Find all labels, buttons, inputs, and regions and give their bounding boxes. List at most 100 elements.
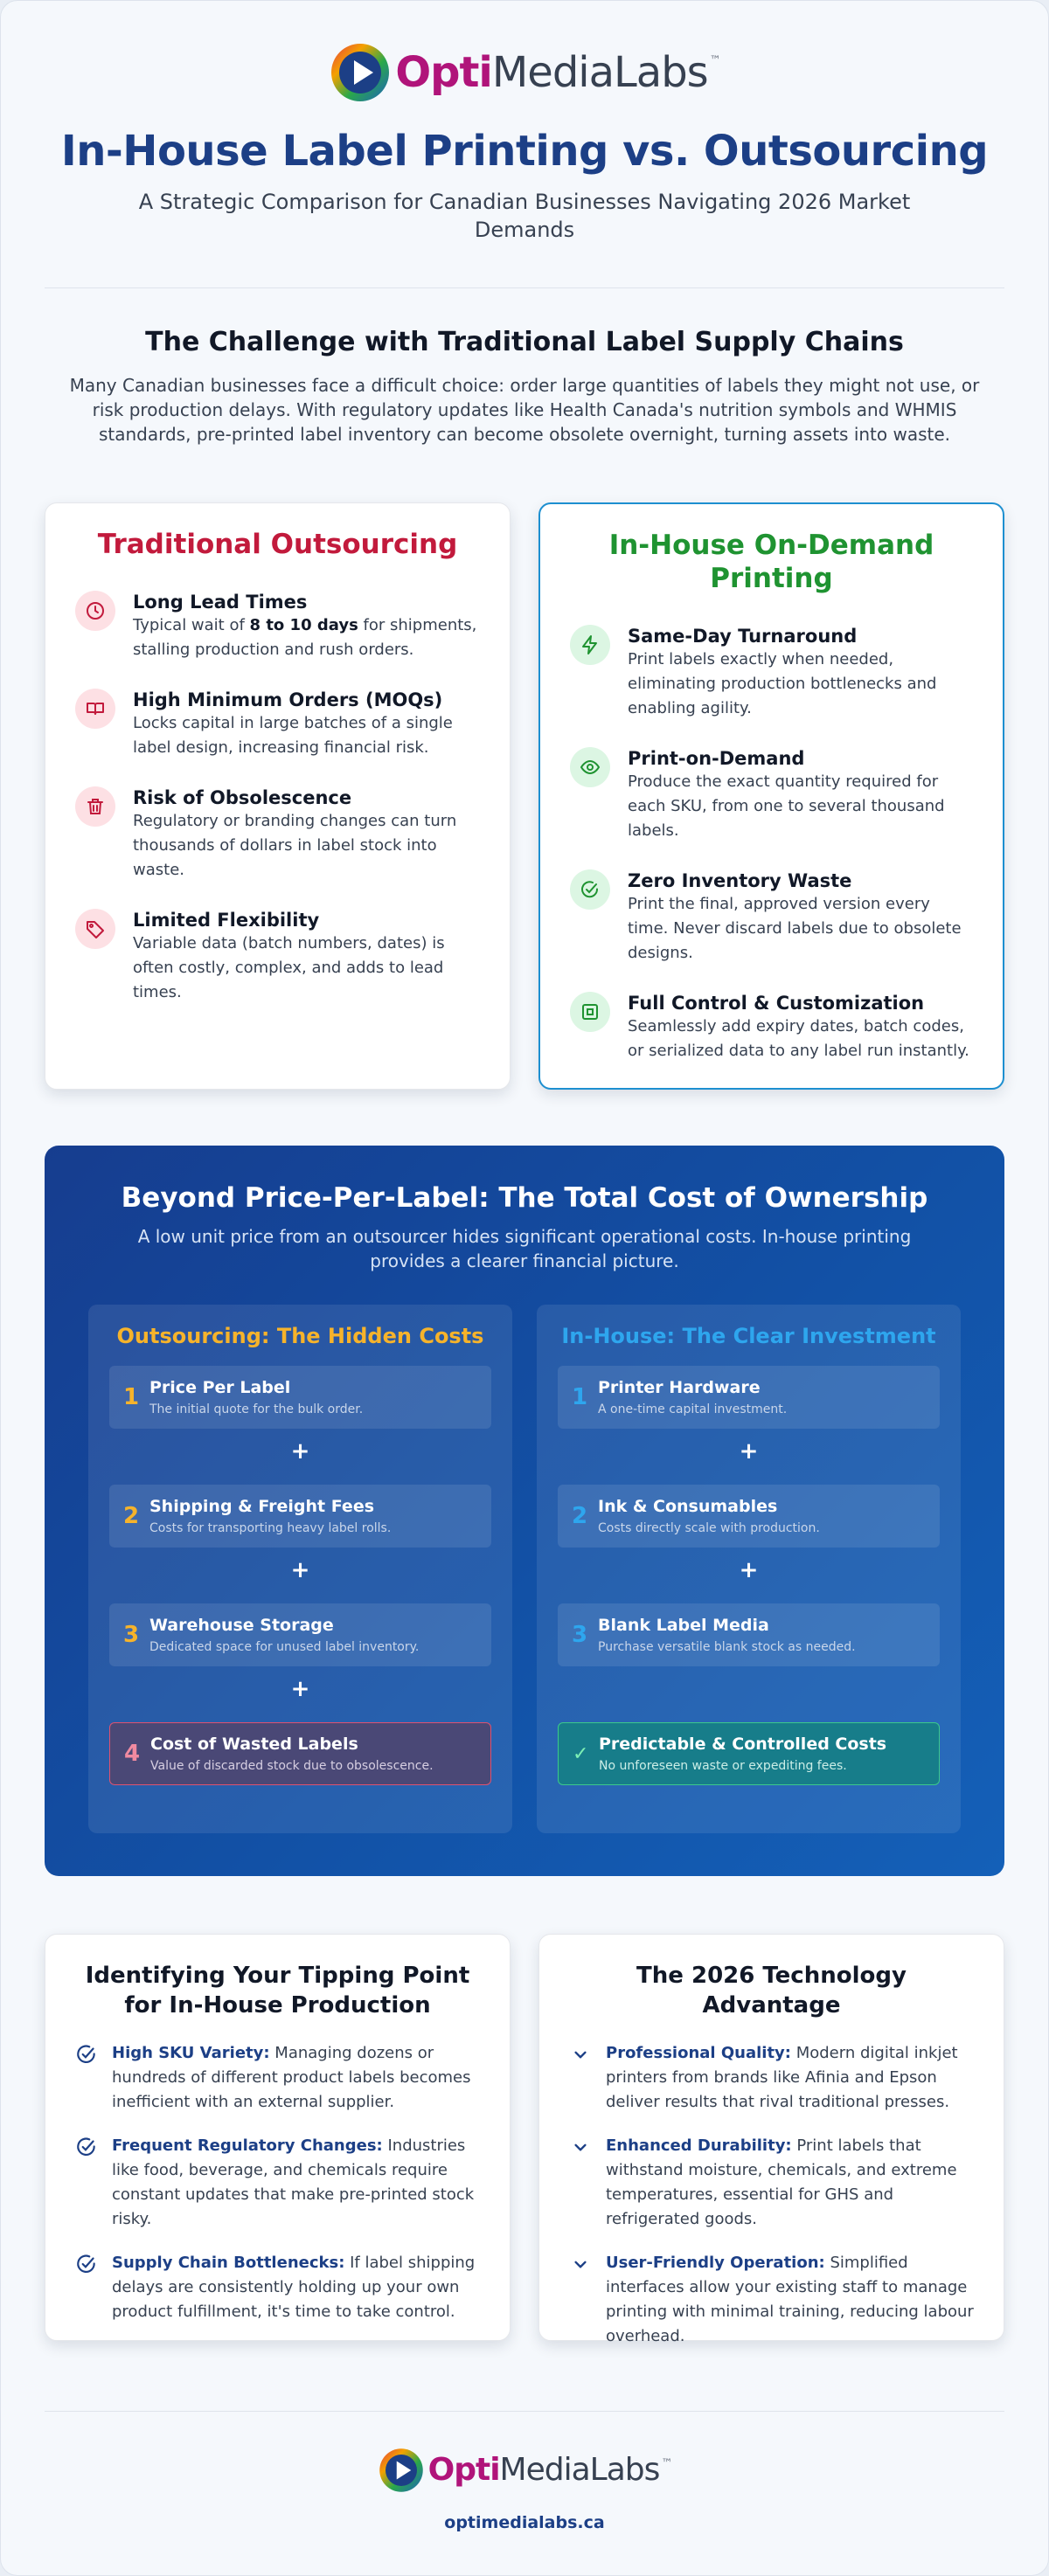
tco-subtitle: A low unit price from an outsourcer hide… [137,1226,912,1271]
check-circle-icon [75,2253,98,2275]
feature-title: Long Lead Times [133,592,308,613]
book-icon [75,689,115,729]
step-title: Predictable & Controlled Costs [599,1735,887,1754]
plus-sign: + [739,1438,759,1465]
cost-step: 2 Shipping & Freight Fees Costs for tran… [109,1485,491,1548]
feature-item: High Minimum Orders (MOQs) Locks capital… [75,689,480,760]
feature-title: Limited Flexibility [133,910,320,931]
step-desc: Costs directly scale with production. [598,1521,820,1535]
checkmark-icon: ✓ [573,1742,589,1765]
inhouse-title: In-House On-Demand Printing [608,530,934,594]
tco-title: Beyond Price-Per-Label: The Total Cost o… [121,1182,928,1214]
step-number: 2 [572,1503,588,1529]
footer-divider [45,2411,1004,2412]
bottom-section: Identifying Your Tipping Point for In-Ho… [45,1934,1004,2345]
feature-title: Same-Day Turnaround [628,626,858,647]
play-logo-icon [379,2448,423,2492]
tag-icon [75,909,115,949]
brand-wordmark: OptiMediaLabs ™ [395,52,721,93]
brand-tm: ™ [709,54,721,67]
challenge-text: Many Canadian businesses face a difficul… [69,375,980,445]
step-desc: Dedicated space for unused label invento… [149,1640,420,1654]
feature-item: Full Control & Customization Seamlessly … [570,992,973,1063]
feature-title: High Minimum Orders (MOQs) [133,689,443,710]
feature-desc: Produce the exact quantity required for … [628,772,945,840]
tech-text: Enhanced Durability: Print labels that w… [606,2136,957,2228]
brand-opti: Opti [395,48,493,97]
step-title: Printer Hardware [598,1378,761,1397]
outsourcing-card: Traditional Outsourcing Long Lead Times … [45,502,511,1090]
brand-opti: Opti [427,2452,501,2488]
outsourcing-title: Traditional Outsourcing [97,529,458,560]
tco-columns: Outsourcing: The Hidden Costs 1 Price Pe… [88,1305,961,1833]
feature-desc: Locks capital in large batches of a sing… [133,714,453,757]
feature-desc: Typical wait of 8 to 10 days for shipmen… [133,616,477,659]
clock-icon [75,591,115,631]
step-title: Warehouse Storage [149,1616,334,1635]
trash-icon [75,786,115,827]
feature-item: Risk of Obsolescence Regulatory or brand… [75,786,480,883]
feature-title: Zero Inventory Waste [628,870,852,891]
chevron-down-icon [569,2136,592,2158]
play-logo-icon [331,44,390,101]
step-number: 1 [572,1384,588,1410]
page-title: In-House Label Printing vs. Outsourcing [60,127,989,176]
tipping-item: Frequent Regulatory Changes: Industries … [75,2134,480,2232]
step-number: 1 [123,1384,140,1410]
feature-item: Same-Day Turnaround Print labels exactly… [570,625,973,721]
brand-rest: MediaLabs [491,48,709,97]
feature-item: Limited Flexibility Variable data (batch… [75,909,480,1005]
square-target-icon [570,992,610,1032]
lightning-icon [570,625,610,665]
feature-desc: Variable data (batch numbers, dates) is … [133,934,445,1001]
cost-step: 3 Blank Label Media Purchase versatile b… [558,1603,940,1666]
brand-wordmark: OptiMediaLabs ™ [427,2452,673,2488]
controlled-cost-step: ✓ Predictable & Controlled Costs No unfo… [558,1722,940,1785]
step-desc: Costs for transporting heavy label rolls… [149,1521,392,1535]
feature-desc: Seamlessly add expiry dates, batch codes… [628,1017,969,1060]
tech-title: The 2026 Technology Advantage [636,1963,907,2019]
tipping-text: Frequent Regulatory Changes: Industries … [112,2136,475,2228]
step-number: 3 [572,1622,588,1648]
feature-item: Zero Inventory Waste Print the final, ap… [570,869,973,966]
step-number: 3 [123,1622,140,1648]
feature-title: Full Control & Customization [628,993,925,1014]
feature-desc: Print the final, approved version every … [628,895,962,962]
step-desc: The initial quote for the bulk order. [149,1402,364,1416]
step-desc: No unforeseen waste or expediting fees. [599,1759,847,1773]
chevron-down-icon [569,2043,592,2066]
tco-inhouse-column: In-House: The Clear Investment 1 Printer… [537,1305,961,1833]
header-logo: OptiMediaLabs ™ [45,1,1004,104]
comparison-section: Traditional Outsourcing Long Lead Times … [45,502,1004,1090]
tipping-title: Identifying Your Tipping Point for In-Ho… [85,1963,470,2019]
cost-step: 1 Printer Hardware A one-time capital in… [558,1366,940,1429]
step-desc: Value of discarded stock due to obsolesc… [150,1759,434,1773]
chevron-down-icon [569,2253,592,2275]
step-number: 2 [123,1503,140,1529]
brand-rest: MediaLabs [499,2452,661,2488]
tech-item: User-Friendly Operation: Simplified inte… [569,2251,974,2349]
tco-section: Beyond Price-Per-Label: The Total Cost o… [45,1146,1004,1876]
brand-tm: ™ [661,2457,672,2470]
step-title: Blank Label Media [598,1616,769,1635]
check-circle-icon [75,2136,98,2158]
tech-text: User-Friendly Operation: Simplified inte… [606,2254,974,2345]
feature-desc: Regulatory or branding changes can turn … [133,812,457,879]
tipping-item: Supply Chain Bottlenecks: If label shipp… [75,2251,480,2324]
feature-item: Long Lead Times Typical wait of 8 to 10 … [75,591,480,662]
section-divider [45,287,1004,288]
step-title: Ink & Consumables [598,1497,778,1516]
website-link[interactable]: optimedialabs.ca [444,2513,605,2532]
footer-logo: OptiMediaLabs ™ [45,2447,1004,2494]
technology-card: The 2026 Technology Advantage Profession… [538,1934,1004,2345]
cost-step: 1 Price Per Label The initial quote for … [109,1366,491,1429]
tipping-text: Supply Chain Bottlenecks: If label shipp… [112,2254,476,2321]
inhouse-card: In-House On-Demand Printing Same-Day Tur… [538,502,1004,1090]
page-subtitle: A Strategic Comparison for Canadian Busi… [138,190,911,242]
step-title: Shipping & Freight Fees [149,1497,375,1516]
feature-title: Risk of Obsolescence [133,787,352,808]
step-title: Price Per Label [149,1378,291,1397]
plus-sign: + [290,1557,310,1583]
tco-outsourcing-column: Outsourcing: The Hidden Costs 1 Price Pe… [88,1305,512,1833]
